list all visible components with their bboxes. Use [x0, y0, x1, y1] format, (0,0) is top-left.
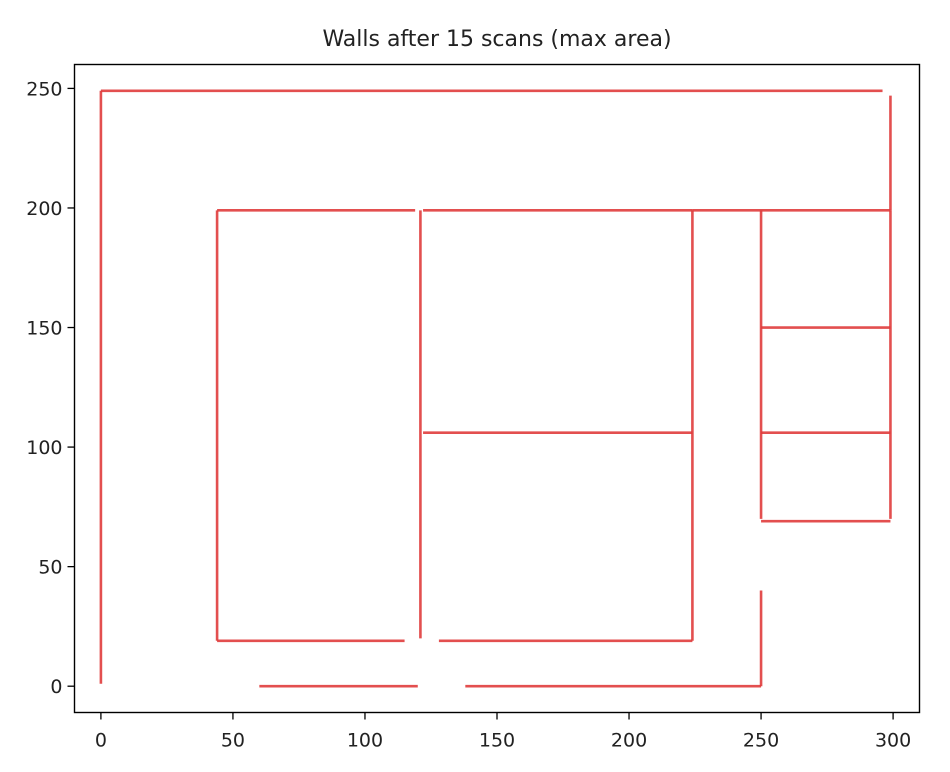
y-tick-label-3: 150 [26, 318, 62, 340]
x-tick-label-2: 100 [347, 730, 383, 752]
y-axis: 0 50 100 150 200 250 [26, 78, 75, 698]
x-axis: 0 50 100 150 200 250 300 [95, 712, 911, 752]
y-tick-label-1: 50 [38, 557, 62, 579]
x-tick-label-3: 150 [479, 730, 515, 752]
y-tick-label-0: 0 [50, 676, 62, 698]
x-tick-label-0: 0 [95, 730, 107, 752]
x-tick-label-5: 250 [743, 730, 779, 752]
chart-title: Walls after 15 scans (max area) [322, 27, 671, 52]
y-tick-label-5: 250 [26, 78, 62, 100]
y-tick-label-4: 200 [26, 198, 62, 220]
wall-segments [99, 89, 892, 688]
x-tick-label-4: 200 [611, 730, 647, 752]
x-tick-label-1: 50 [221, 730, 245, 752]
plot-frame [73, 63, 921, 714]
y-tick-label-2: 100 [26, 437, 62, 459]
x-tick-label-6: 300 [875, 730, 911, 752]
